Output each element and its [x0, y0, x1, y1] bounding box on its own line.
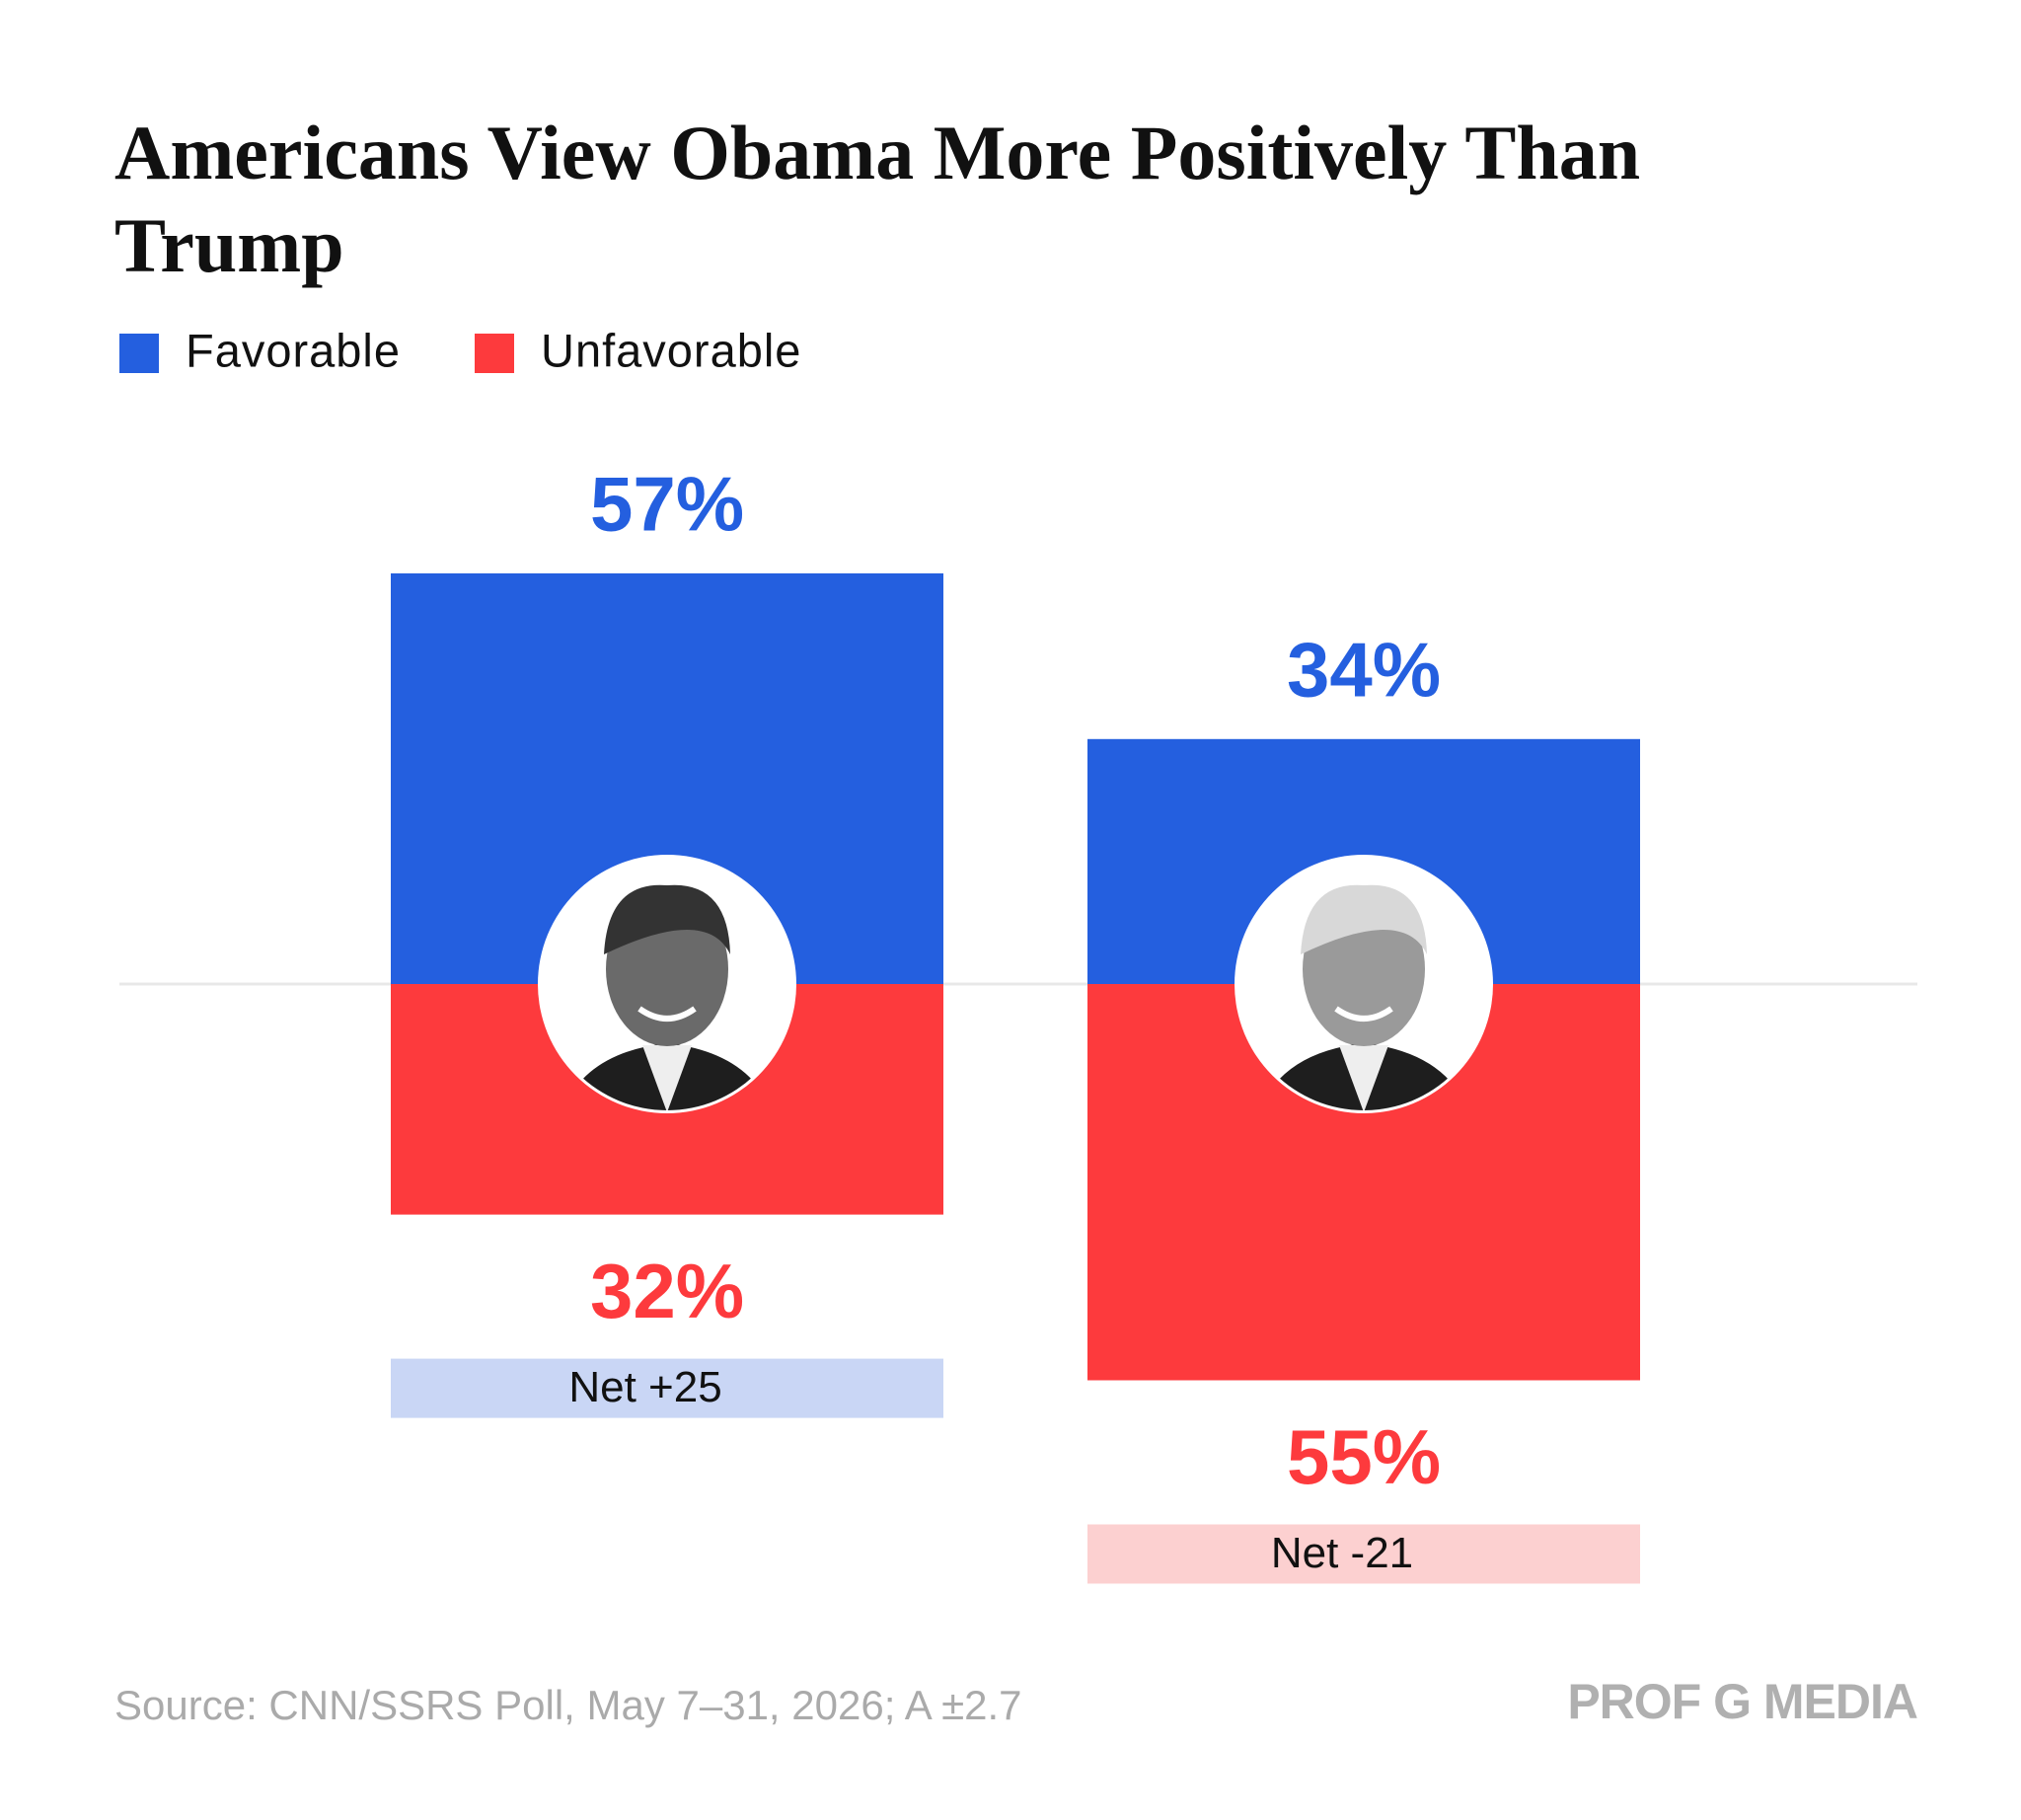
portrait-collar — [1339, 1045, 1388, 1110]
net-label: Net -21 — [1271, 1529, 1413, 1577]
chart-title: Americans View Obama More Positively Tha… — [114, 110, 1641, 288]
net-box — [1087, 1524, 1640, 1584]
portrait-collar — [642, 1045, 692, 1110]
net-label: Net +25 — [568, 1363, 721, 1411]
legend-swatch — [119, 334, 159, 373]
value-label: 57% — [590, 461, 744, 548]
brand: PROF G MEDIA — [1567, 1674, 1917, 1729]
source-note: Source: CNN/SSRS Poll, May 7–31, 2026; A… — [114, 1682, 1022, 1728]
value-label: 34% — [1287, 626, 1441, 713]
net-box — [391, 1358, 943, 1418]
legend-swatch — [475, 334, 514, 373]
portrait-hair — [604, 884, 730, 954]
value-label: 32% — [590, 1248, 744, 1334]
portrait-hair — [1301, 884, 1427, 954]
portrait-smile — [637, 1006, 697, 1022]
value-label: 55% — [1287, 1413, 1441, 1500]
legend-label: Favorable — [186, 324, 401, 376]
portrait-smile — [1334, 1006, 1393, 1022]
legend-label: Unfavorable — [541, 324, 801, 376]
